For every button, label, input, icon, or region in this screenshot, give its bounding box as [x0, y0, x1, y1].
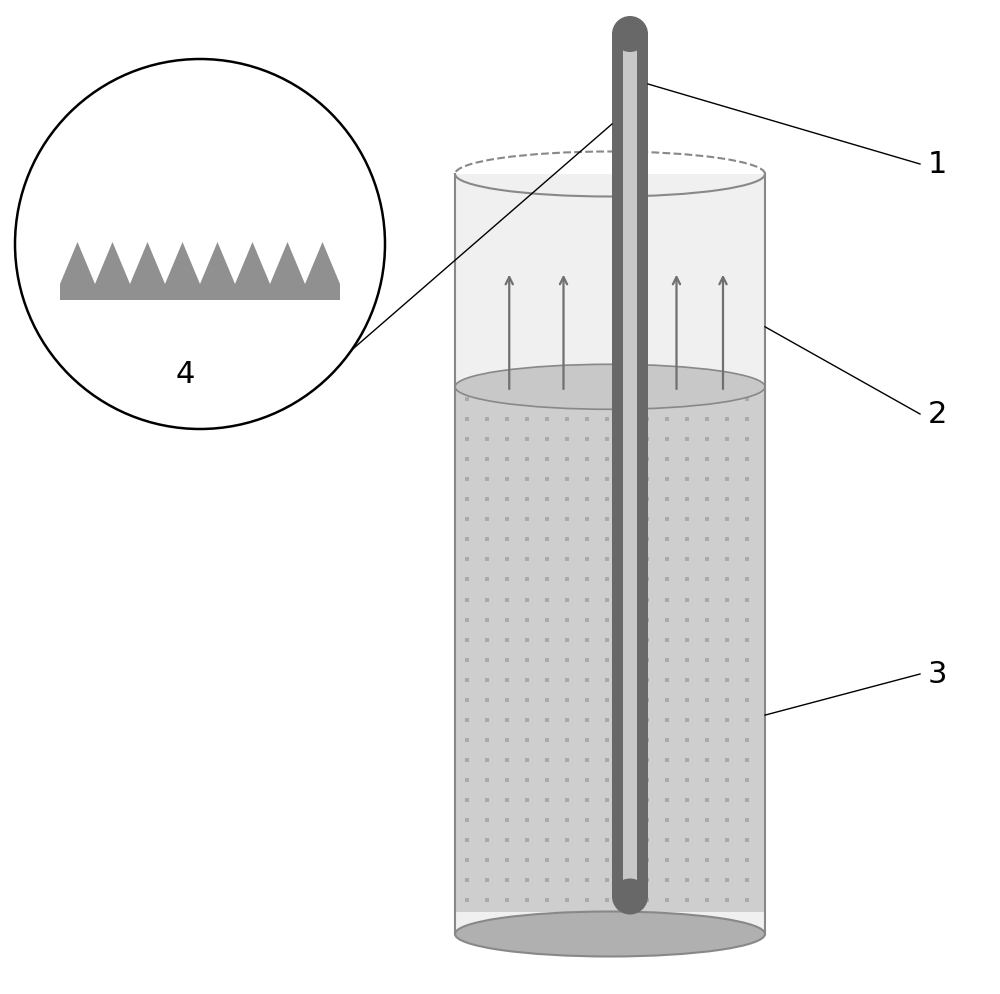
Text: 4: 4 — [175, 360, 195, 389]
Circle shape — [15, 60, 385, 429]
Text: 2: 2 — [928, 401, 947, 429]
Polygon shape — [612, 35, 648, 897]
Text: 3: 3 — [928, 660, 947, 689]
Polygon shape — [60, 243, 340, 301]
Text: 1: 1 — [928, 150, 947, 179]
Ellipse shape — [612, 879, 648, 914]
Ellipse shape — [455, 911, 765, 956]
Ellipse shape — [612, 17, 648, 53]
Polygon shape — [455, 175, 765, 934]
Polygon shape — [455, 388, 765, 911]
Ellipse shape — [455, 365, 765, 410]
Polygon shape — [623, 40, 637, 887]
